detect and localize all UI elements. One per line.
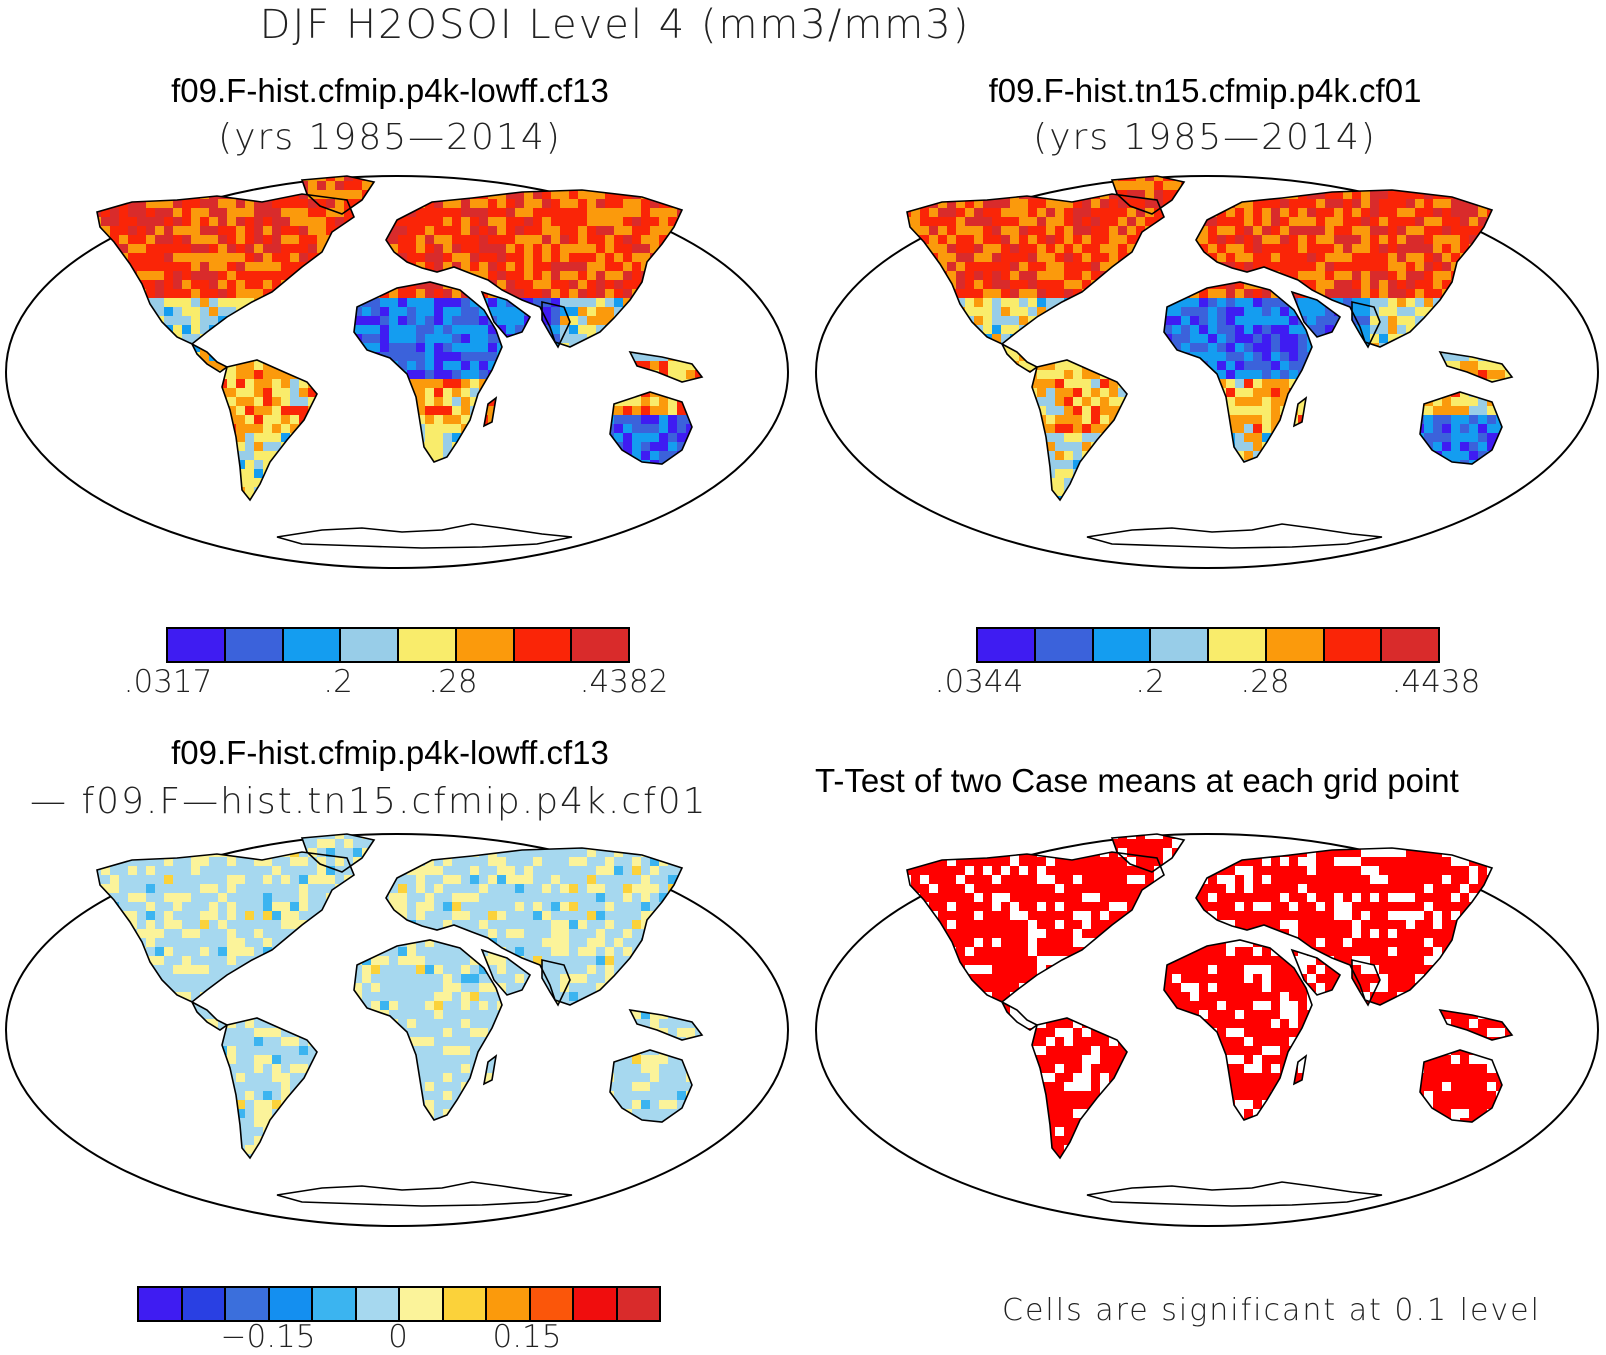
panel2-colorbar — [976, 627, 1440, 663]
colorbar-tick: .0317 — [124, 664, 213, 700]
colorbar-swatch — [357, 1288, 401, 1320]
colorbar-swatch — [183, 1288, 227, 1320]
panel2-subtitle: (yrs 1985—2014) — [805, 117, 1605, 158]
colorbar-swatch — [572, 629, 628, 661]
colorbar-tick: 0 — [388, 1319, 408, 1355]
colorbar-swatch — [1325, 629, 1383, 661]
colorbar-swatch — [400, 1288, 444, 1320]
colorbar-tick: .28 — [1240, 664, 1289, 700]
colorbar-swatch — [313, 1288, 357, 1320]
colorbar-swatch — [226, 629, 284, 661]
colorbar-swatch — [270, 1288, 314, 1320]
panel2-map — [812, 172, 1602, 572]
colorbar-swatch — [1151, 629, 1209, 661]
panel4-title: T-Test of two Case means at each grid po… — [815, 762, 1459, 800]
panel1-title: f09.F-hist.cfmip.p4k-lowff.cf13 — [0, 72, 780, 110]
panel3-map — [2, 830, 792, 1230]
colorbar-swatch — [341, 629, 399, 661]
panel1-subtitle: (yrs 1985—2014) — [0, 117, 780, 158]
colorbar-swatch — [139, 1288, 183, 1320]
colorbar-swatch — [1267, 629, 1325, 661]
colorbar-swatch — [1094, 629, 1152, 661]
colorbar-tick: .2 — [323, 664, 353, 700]
panel4-map — [812, 830, 1602, 1230]
panel1-colorbar — [166, 627, 630, 663]
panel3-subtitle: — f09.F—hist.tn15.cfmip.p4k.cf01 — [30, 781, 708, 822]
panel1-map — [2, 172, 792, 572]
colorbar-swatch — [574, 1288, 618, 1320]
colorbar-swatch — [618, 1288, 660, 1320]
colorbar-swatch — [487, 1288, 531, 1320]
colorbar-swatch — [978, 629, 1036, 661]
colorbar-swatch — [1209, 629, 1267, 661]
colorbar-swatch — [444, 1288, 488, 1320]
significance-note: Cells are significant at 0.1 level — [1002, 1293, 1541, 1328]
colorbar-swatch — [1036, 629, 1094, 661]
colorbar-tick: .2 — [1135, 664, 1165, 700]
colorbar-swatch — [531, 1288, 575, 1320]
colorbar-tick: .0344 — [935, 664, 1024, 700]
colorbar-tick: .4382 — [580, 664, 669, 700]
panel3-title: f09.F-hist.cfmip.p4k-lowff.cf13 — [0, 734, 780, 772]
colorbar-tick: −0.15 — [221, 1319, 316, 1355]
colorbar-swatch — [226, 1288, 270, 1320]
colorbar-swatch — [284, 629, 342, 661]
colorbar-swatch — [168, 629, 226, 661]
colorbar-tick: 0.15 — [492, 1319, 561, 1355]
figure-title: DJF H2OSOI Level 4 (mm3/mm3) — [0, 2, 1230, 48]
colorbar-tick: .28 — [428, 664, 477, 700]
colorbar-swatch — [457, 629, 515, 661]
colorbar-tick: .4438 — [1392, 664, 1481, 700]
colorbar-swatch — [515, 629, 573, 661]
colorbar-swatch — [1382, 629, 1438, 661]
colorbar-swatch — [399, 629, 457, 661]
panel2-title: f09.F-hist.tn15.cfmip.p4k.cf01 — [805, 72, 1605, 110]
panel3-colorbar — [137, 1286, 661, 1322]
